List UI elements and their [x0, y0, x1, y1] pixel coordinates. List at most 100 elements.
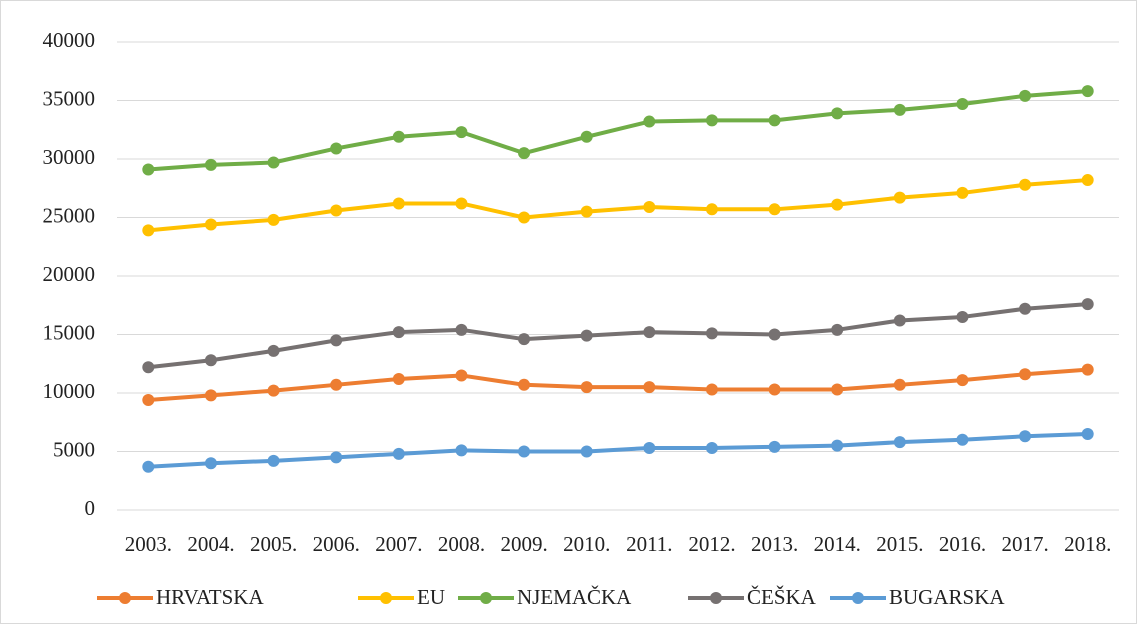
x-tick-label: 2013.: [751, 532, 798, 556]
point: [1019, 368, 1032, 381]
y-tick-label: 5000: [53, 437, 95, 461]
y-tick-label: 30000: [43, 145, 96, 169]
point: [1081, 363, 1094, 376]
point: [1019, 430, 1032, 443]
point: [392, 326, 405, 339]
point: [956, 186, 969, 199]
y-tick-label: 25000: [43, 203, 96, 227]
point: [392, 130, 405, 143]
point: [392, 447, 405, 460]
point: [1019, 89, 1032, 102]
point: [893, 436, 906, 449]
point: [204, 457, 217, 470]
point: [455, 323, 468, 336]
point: [267, 344, 280, 357]
point: [705, 114, 718, 127]
x-tick-label: 2012.: [688, 532, 735, 556]
series-line: [148, 89, 1088, 172]
point: [580, 329, 593, 342]
x-tick-label: 2005.: [250, 532, 297, 556]
point: [267, 213, 280, 226]
y-tick-label: 35000: [43, 86, 96, 110]
point: [204, 158, 217, 171]
x-tick-label: 2017.: [1001, 532, 1048, 556]
point: [643, 200, 656, 213]
y-tick-label: 20000: [43, 262, 96, 286]
point: [768, 328, 781, 341]
point: [142, 460, 155, 473]
point: [330, 142, 343, 155]
legend-marker: [380, 592, 392, 604]
x-tick-label: 2007.: [375, 532, 422, 556]
point: [580, 381, 593, 394]
y-tick-label: 0: [85, 496, 96, 520]
legend-marker: [710, 592, 722, 604]
legend-label: BUGARSKA: [889, 585, 1005, 609]
point: [204, 218, 217, 231]
point: [768, 114, 781, 127]
point: [643, 326, 656, 339]
point: [643, 441, 656, 454]
x-tick-label: 2014.: [814, 532, 861, 556]
point: [768, 383, 781, 396]
point: [705, 203, 718, 216]
y-tick-label: 15000: [43, 320, 96, 344]
point: [455, 444, 468, 457]
point: [893, 314, 906, 327]
point: [643, 381, 656, 394]
series-line: [148, 367, 1088, 403]
point: [831, 198, 844, 211]
legend-marker: [119, 592, 131, 604]
series-line: [148, 178, 1088, 233]
y-tick-label: 10000: [43, 379, 96, 403]
x-tick-label: 2009.: [500, 532, 547, 556]
point: [455, 369, 468, 382]
point: [392, 197, 405, 210]
point: [580, 205, 593, 218]
point: [518, 445, 531, 458]
point: [142, 224, 155, 237]
point: [893, 103, 906, 116]
point: [267, 454, 280, 467]
point: [768, 440, 781, 453]
point: [330, 334, 343, 347]
point: [956, 433, 969, 446]
y-tick-label: 40000: [43, 28, 96, 52]
point: [705, 327, 718, 340]
point: [831, 439, 844, 452]
point: [956, 98, 969, 111]
point: [580, 445, 593, 458]
point: [1081, 85, 1094, 98]
point: [831, 383, 844, 396]
x-tick-label: 2016.: [939, 532, 986, 556]
legend-marker: [852, 592, 864, 604]
legend-marker: [480, 592, 492, 604]
point: [768, 203, 781, 216]
point: [204, 389, 217, 402]
x-tick-label: 2015.: [876, 532, 923, 556]
point: [956, 310, 969, 323]
point: [455, 126, 468, 139]
legend-label: NJEMAČKA: [517, 585, 632, 609]
point: [705, 441, 718, 454]
point: [1019, 302, 1032, 315]
x-tick-label: 2018.: [1064, 532, 1111, 556]
x-tick-label: 2004.: [187, 532, 234, 556]
point: [518, 147, 531, 160]
x-tick-label: 2011.: [626, 532, 672, 556]
legend-label: EU: [417, 585, 445, 609]
series-line: [148, 302, 1088, 370]
x-tick-label: 2010.: [563, 532, 610, 556]
point: [518, 211, 531, 224]
legend-label: ČEŠKA: [747, 585, 817, 609]
point: [705, 383, 718, 396]
point: [267, 156, 280, 169]
point: [1081, 427, 1094, 440]
point: [643, 115, 656, 128]
point: [267, 384, 280, 397]
point: [455, 197, 468, 210]
point: [580, 130, 593, 143]
